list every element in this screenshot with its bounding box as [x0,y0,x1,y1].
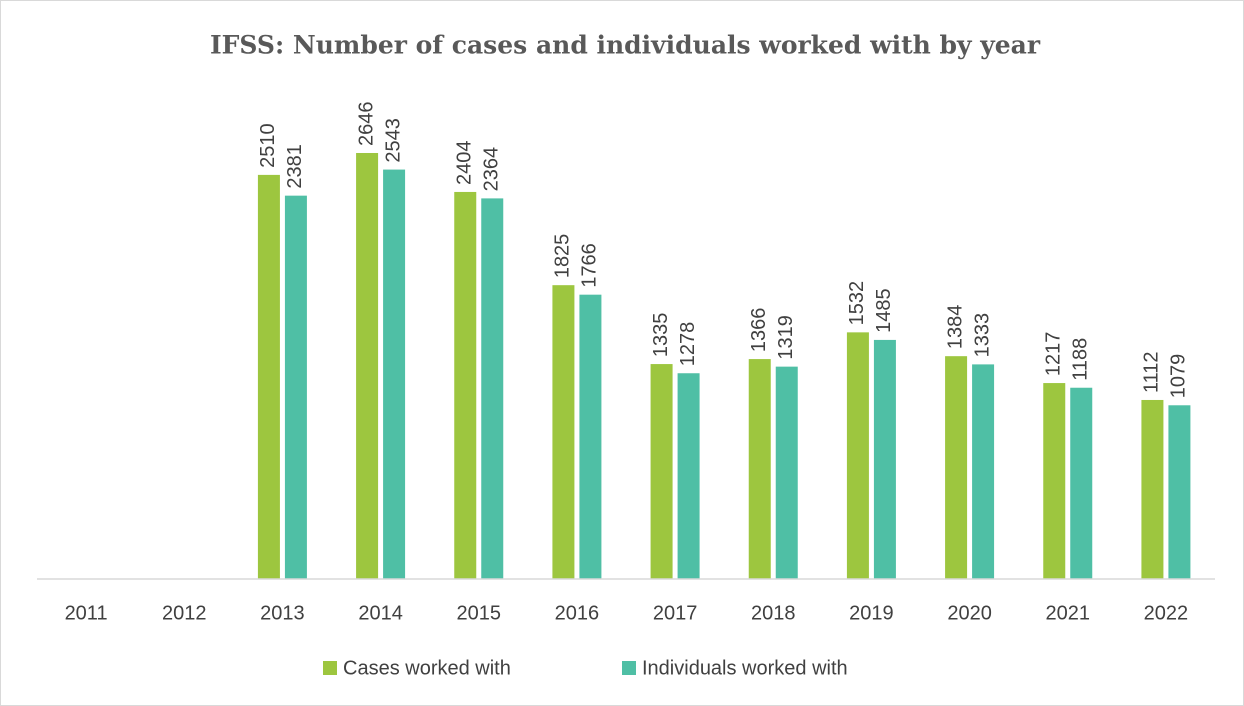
data-label: 1485 [873,288,895,333]
bar [1141,399,1164,579]
legend-label: Individuals worked with [642,657,848,679]
x-tick-label: 2020 [947,602,992,624]
bar [383,169,406,579]
x-tick-label: 2016 [555,602,600,624]
data-label: 1112 [1141,351,1163,393]
data-label: 1079 [1168,354,1190,399]
x-tick-label: 2011 [65,602,108,624]
data-label: 1319 [775,315,797,360]
bar [972,364,995,579]
x-tick-label: 2014 [358,602,403,624]
legend-swatch [323,661,337,675]
data-label: 1366 [748,308,770,353]
bar [454,191,477,579]
bar [579,294,602,579]
bar [284,195,307,579]
legend-swatch [622,661,636,675]
bar [677,373,700,579]
data-label: 2381 [284,144,306,189]
x-tick-label: 2022 [1144,602,1189,624]
data-label: 2646 [355,101,377,146]
data-label: 1278 [677,322,699,367]
bar [748,359,771,579]
data-label: 1188 [1070,338,1092,381]
bar [846,332,869,579]
chart-title: IFSS: Number of cases and individuals wo… [210,31,1041,60]
data-label: 2404 [454,140,476,185]
bar [1070,387,1093,579]
data-label: 1825 [552,234,574,279]
data-label: 2543 [382,118,404,163]
bar [650,364,673,579]
data-label: 1532 [846,281,868,326]
bar [356,152,379,579]
legend-label: Cases worked with [343,657,511,679]
x-tick-label: 2021 [1046,602,1091,624]
bar [775,366,798,579]
x-tick-label: 2019 [849,602,894,624]
bar [257,174,280,579]
x-tick-label: 2013 [260,602,305,624]
data-label: 1335 [650,313,672,358]
data-label: 1384 [944,305,966,350]
bar [873,339,896,579]
x-tick-label: 2012 [162,602,207,624]
data-label: 1766 [579,243,601,288]
x-tick-label: 2017 [653,602,698,624]
data-label: 1217 [1043,332,1065,377]
bar [945,356,968,579]
bar [1043,383,1066,579]
data-label: 2364 [481,147,503,192]
x-tick-label: 2018 [751,602,796,624]
data-label: 1333 [971,313,993,357]
x-tick-label: 2015 [457,602,502,624]
bar [1168,405,1191,579]
bar [552,285,575,579]
data-label: 2510 [257,123,279,168]
bar [481,198,504,579]
